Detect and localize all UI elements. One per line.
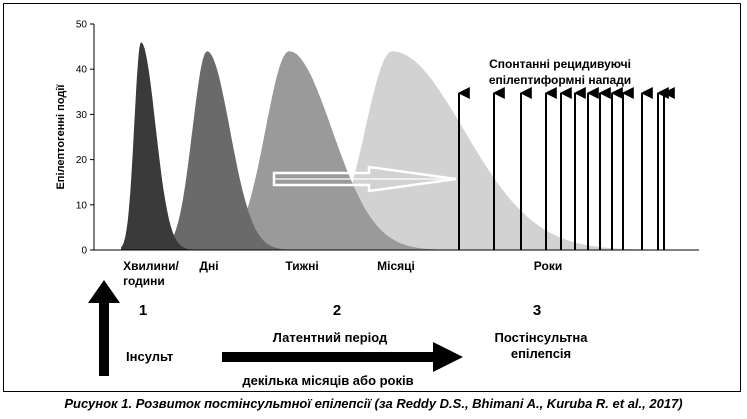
category-minutes-line1: Хвилини/ [123,259,179,273]
stage-3-label-line2: епілепсія [511,346,571,361]
y-tick-label: 50 [76,20,88,31]
category-labels: Хвилини/ години Дні Тижні Місяці Роки [123,259,562,288]
timeline-curves [121,42,696,250]
curve-2 [154,51,294,250]
latent-period-arrow [222,342,463,372]
seizure-arrows [457,87,675,250]
stage-2-label: Латентний період [273,330,388,345]
y-tick-label: 20 [76,155,88,166]
category-months: Місяці [377,259,415,273]
y-tick-label: 40 [76,65,88,76]
category-minutes-line2: години [123,274,165,288]
y-tick-label: 0 [81,246,87,257]
category-weeks: Тижні [285,259,318,273]
stage-2-sublabel: декілька місяців або років [242,373,413,388]
figure-frame: 0 10 20 30 40 50 Епілептогенні події Спонтанн… [3,3,741,392]
transition-arrow [272,165,457,193]
y-axis-ticks: 0 10 20 30 40 50 [76,20,94,257]
stage-3-label-line1: Постінсультна [494,330,588,345]
figure-caption: Рисунок 1. Розвиток постінсультної епіле… [64,396,683,411]
curve-3 [214,51,444,250]
seizures-label-line2: епілептиформні напади [489,73,631,87]
y-tick-label: 30 [76,110,88,121]
stage-1-number: 1 [139,302,147,319]
category-years: Роки [534,259,562,273]
category-days: Дні [199,259,218,273]
seizures-label-line1: Спонтанні рецидивуючі [489,57,631,71]
y-axis-label: Епілептогенні події [55,84,67,190]
y-tick-label: 10 [76,200,88,211]
stage-3-number: 3 [533,302,541,319]
curve-1 [121,42,216,250]
stage-1-label: Інсульт [126,349,173,364]
stage-2-number: 2 [333,302,341,319]
curve-4 [304,51,696,250]
chart-canvas: 0 10 20 30 40 50 Епілептогенні події Спонтанн… [55,20,699,388]
insult-arrow [88,280,120,376]
